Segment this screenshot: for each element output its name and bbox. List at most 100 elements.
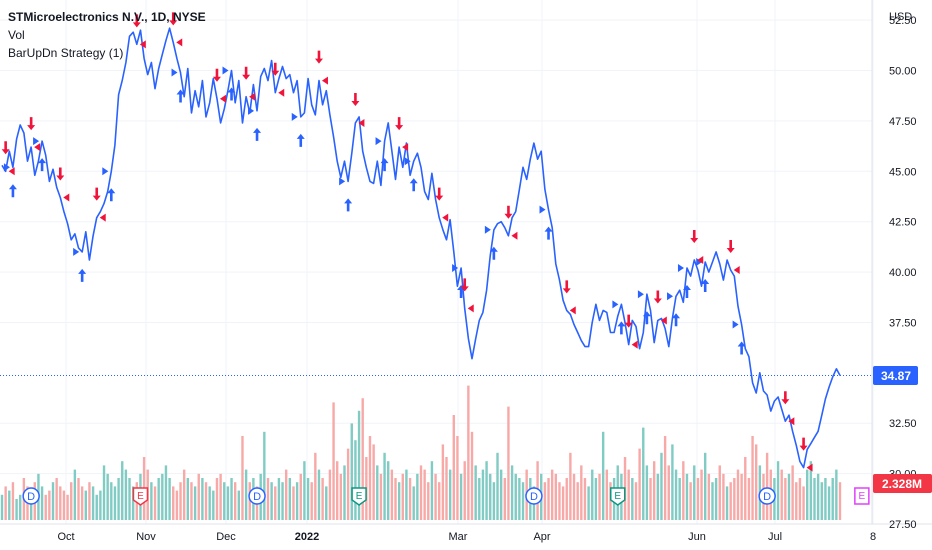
triangle-left-icon (733, 266, 740, 275)
volume-bar (685, 473, 689, 520)
arrow-down-icon (56, 167, 65, 181)
dividend-marker[interactable]: D (758, 487, 776, 505)
sell-arrow-marker (460, 278, 474, 313)
volume-bar (310, 482, 313, 520)
volume-bar (299, 473, 302, 520)
triangle-right-icon (484, 225, 491, 234)
volume-bar (317, 469, 321, 520)
dividend-marker[interactable]: D (248, 487, 266, 505)
volume-bar (84, 490, 87, 520)
dividend-marker[interactable]: D (525, 487, 543, 505)
time-axis[interactable]: Oct Nov Dec 2022 Mar Apr Jun Jul 8 (57, 531, 876, 543)
buy-arrow-marker (732, 320, 746, 355)
volume-bar (795, 482, 798, 520)
volume-bar (809, 461, 813, 520)
triangle-right-icon (732, 320, 739, 329)
triangle-right-icon (73, 247, 80, 256)
volume-bar (827, 486, 831, 520)
earnings-marker[interactable]: E (609, 487, 626, 506)
volume-bar (689, 482, 692, 520)
volume-bar (445, 457, 448, 520)
volume-bar (459, 473, 463, 520)
volume-bar (48, 490, 51, 520)
buy-arrow-marker (539, 205, 553, 240)
volume-bar (408, 478, 412, 520)
volume-indicator-label[interactable]: Vol (8, 28, 25, 42)
earnings-icon (609, 487, 626, 506)
volume-bar (663, 436, 667, 520)
volume-bar (594, 478, 598, 520)
volume-bar (394, 478, 397, 520)
volume-bar (561, 486, 565, 520)
sell-arrow-marker (781, 391, 795, 426)
volume-bar (427, 482, 430, 520)
arrow-up-icon (78, 268, 87, 282)
strategy-markers (1, 12, 813, 472)
volume-bar (554, 473, 558, 520)
volume-bar (208, 486, 211, 520)
volume-bar (106, 473, 109, 520)
volume-bar (59, 486, 62, 520)
volume-bar (700, 469, 703, 520)
arrow-up-icon (672, 313, 681, 327)
volume-bar (470, 431, 474, 520)
volume-bar (397, 482, 401, 520)
volume-bar (376, 465, 379, 520)
x-tick-label: Dec (216, 531, 236, 543)
last-price-tag: 34.87 (873, 365, 918, 385)
volume-bar (798, 478, 802, 520)
volume-bar (776, 461, 780, 520)
earnings-marker[interactable]: E (351, 487, 367, 506)
arrow-down-icon (562, 280, 571, 294)
y-tick-label: 52.50 (889, 15, 917, 27)
strategy-indicator-label[interactable]: BarUpDn Strategy (1) (8, 46, 124, 60)
volume-bar (354, 440, 357, 520)
volume-bar (463, 461, 466, 520)
volume-bar (230, 478, 233, 520)
volume-bar (787, 473, 791, 520)
triangle-left-icon (358, 118, 365, 127)
volume-bar (485, 461, 488, 520)
earnings-marker[interactable]: E (854, 487, 870, 505)
arrow-up-icon (296, 133, 305, 147)
arrow-down-icon (1, 141, 10, 155)
volume-bar (266, 478, 270, 520)
volume-bar (288, 478, 292, 520)
dividend-icon (758, 487, 776, 505)
buy-arrow-marker (612, 300, 626, 335)
volume-bar (518, 478, 521, 520)
volume-bar (201, 478, 204, 520)
volume-bar (124, 469, 128, 520)
volume-bar (66, 494, 69, 520)
volume-bar (747, 478, 751, 520)
volume-bar (452, 415, 455, 520)
volume-bar (816, 473, 820, 520)
earnings-marker[interactable]: E (132, 487, 149, 506)
volume-bar (412, 486, 415, 520)
volume-bar (336, 461, 339, 520)
sell-arrow-marker (169, 12, 183, 47)
price-axis[interactable]: 52.50 50.00 47.50 45.00 42.50 40.00 37.50 32.50… (889, 15, 917, 531)
triangle-left-icon (321, 76, 328, 85)
volume-bar (744, 457, 747, 520)
dividend-marker[interactable]: D (22, 487, 40, 505)
volume-bar (193, 486, 197, 520)
symbol-title[interactable]: STMicroelectronics N.V., 1D, NYSE (8, 10, 206, 24)
volume-bar (237, 490, 241, 520)
volume-bar (499, 469, 503, 520)
volume-bar (598, 473, 601, 520)
arrow-down-icon (726, 240, 735, 254)
volume-bar (350, 423, 353, 520)
volume-bar (733, 478, 736, 520)
buy-arrow-marker (171, 68, 185, 103)
dividend-letter: D (763, 491, 771, 503)
volume-bar (503, 478, 506, 520)
triangle-left-icon (788, 417, 795, 426)
y-tick-label: 32.50 (889, 418, 917, 430)
volume-bar (656, 473, 660, 520)
volume-bar (197, 473, 200, 520)
volume-bar (314, 452, 317, 520)
triangle-right-icon (171, 68, 178, 77)
x-tick-label: 8 (870, 531, 876, 543)
